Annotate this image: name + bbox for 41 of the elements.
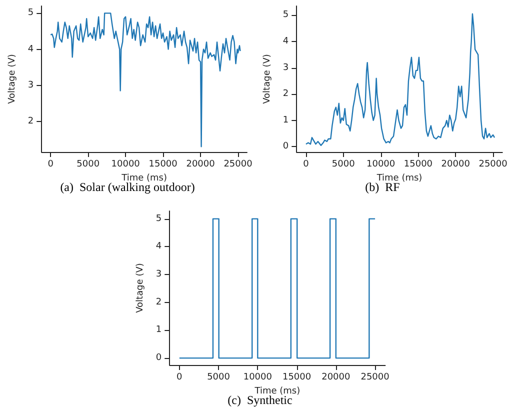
y-axis-title: Voltage (V)	[136, 263, 146, 313]
y-axis-title: Voltage (V)	[262, 54, 272, 104]
x-tick-label: 25000	[224, 160, 253, 170]
x-tick-label: 5000	[332, 160, 356, 170]
x-tick-label: 20000	[322, 372, 350, 382]
y-tick-label: 5	[282, 10, 289, 20]
x-tick-label: 5000	[76, 160, 100, 170]
y-tick-label: 4	[156, 242, 162, 252]
x-tick-label: 10000	[243, 372, 272, 382]
y-tick-label: 4	[28, 44, 34, 54]
line-series	[50, 12, 241, 148]
y-tick-label: 5	[156, 214, 162, 224]
x-tick-label: 10000	[111, 160, 140, 170]
y-tick-label: 4	[282, 36, 289, 47]
y-tick-label: 3	[156, 269, 162, 280]
y-tick-label: 2	[28, 116, 34, 126]
y-tick-label: 3	[282, 62, 289, 73]
x-tick-label: 10000	[366, 160, 396, 170]
x-tick-label: 0	[176, 372, 183, 382]
x-tick-label: 15000	[282, 372, 312, 382]
x-tick-label: 5000	[207, 372, 230, 382]
x-axis-title: Time (ms)	[120, 173, 168, 184]
x-tick-label: 0	[303, 160, 310, 170]
y-tick-label: 1	[282, 115, 289, 126]
x-tick-label: 20000	[441, 160, 470, 170]
y-tick-label: 1	[156, 325, 162, 336]
y-axis-title: Voltage (V)	[8, 54, 18, 104]
x-tick-label: 15000	[148, 160, 178, 170]
x-tick-label: 15000	[404, 160, 433, 170]
x-tick-label: 25000	[360, 372, 390, 382]
y-tick-label: 3	[28, 80, 34, 90]
y-tick-label: 2	[156, 297, 162, 308]
y-tick-label: 0	[282, 142, 289, 152]
x-tick-label: 0	[48, 160, 54, 170]
x-axis-title: Time (ms)	[254, 386, 300, 396]
y-tick-label: 2	[282, 89, 289, 100]
y-tick-label: 0	[156, 353, 162, 364]
x-tick-label: 20000	[186, 160, 216, 170]
y-tick-label: 5	[28, 8, 34, 18]
line-series	[305, 13, 496, 146]
x-tick-label: 25000	[478, 160, 508, 170]
